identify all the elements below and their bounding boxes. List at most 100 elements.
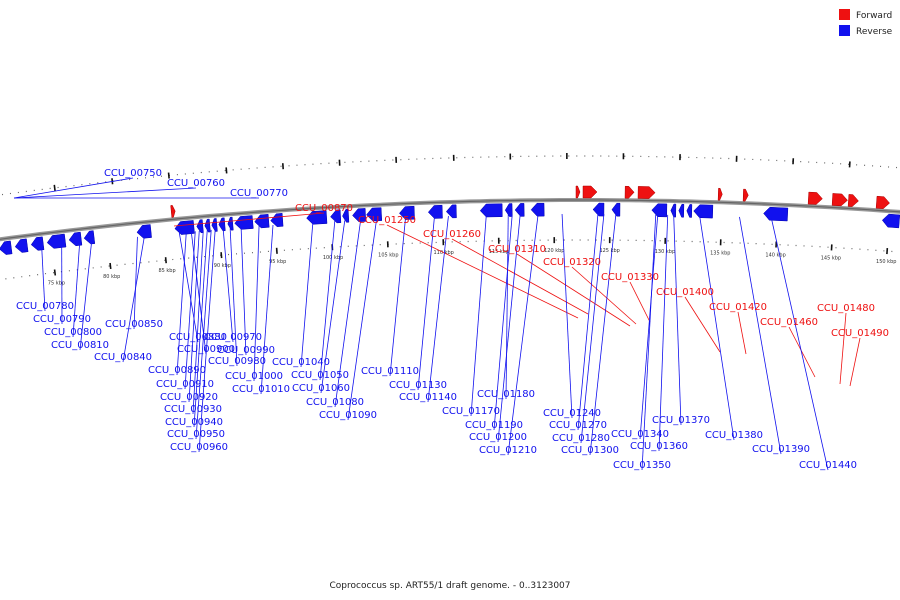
gene-label[interactable]: CCU_01490: [831, 328, 889, 339]
reverse-gene-arrow[interactable]: [881, 213, 900, 229]
gene-label[interactable]: CCU_00890: [148, 365, 206, 376]
forward-gene-arrow[interactable]: [624, 185, 635, 199]
gene-label[interactable]: CCU_01110: [361, 366, 419, 377]
reverse-gene-arrow[interactable]: [763, 206, 789, 222]
gene-label[interactable]: CCU_00850: [105, 319, 163, 330]
gene-label[interactable]: CCU_01250: [358, 215, 416, 226]
reverse-gene-arrow[interactable]: [30, 236, 45, 251]
gene-label[interactable]: CCU_01090: [319, 410, 377, 421]
reverse-gene-arrow[interactable]: [68, 231, 83, 247]
reverse-gene-arrow[interactable]: [46, 233, 67, 249]
gene-label[interactable]: CCU_01420: [709, 302, 767, 313]
forward-gene-arrow[interactable]: [742, 188, 749, 202]
gene-label[interactable]: CCU_00940: [165, 417, 223, 428]
gene-label[interactable]: CCU_00990: [217, 345, 275, 356]
forward-gene-arrow[interactable]: [875, 195, 890, 209]
reverse-gene-arrow[interactable]: [270, 213, 284, 227]
reverse-gene-arrow[interactable]: [678, 203, 685, 218]
gene-label[interactable]: CCU_00770: [230, 188, 288, 199]
forward-gene-arrow[interactable]: [637, 186, 656, 199]
reverse-gene-arrow[interactable]: [211, 218, 218, 232]
gene-label[interactable]: CCU_01400: [656, 287, 714, 298]
gene-label[interactable]: CCU_01360: [630, 441, 688, 452]
forward-gene-arrow[interactable]: [582, 185, 598, 199]
reverse-gene-arrow[interactable]: [445, 204, 457, 219]
forward-gene-arrow[interactable]: [831, 193, 848, 207]
reverse-gene-arrow[interactable]: [366, 207, 383, 222]
reverse-gene-arrow[interactable]: [530, 202, 545, 217]
gene-label[interactable]: CCU_00900: [177, 344, 235, 355]
forward-gene-arrow[interactable]: [807, 191, 823, 205]
gene-label[interactable]: CCU_01180: [477, 389, 535, 400]
gene-label[interactable]: CCU_00840: [94, 352, 152, 363]
gene-label[interactable]: CCU_01340: [611, 429, 669, 440]
gene-label[interactable]: CCU_00960: [170, 442, 228, 453]
gene-label[interactable]: CCU_00800: [44, 327, 102, 338]
gene-label[interactable]: CCU_00980: [208, 356, 266, 367]
gene-label[interactable]: CCU_00870: [295, 203, 353, 214]
gene-label[interactable]: CCU_00750: [104, 168, 162, 179]
gene-label[interactable]: CCU_01330: [601, 272, 659, 283]
gene-label[interactable]: CCU_01040: [272, 357, 330, 368]
reverse-gene-arrow[interactable]: [504, 203, 513, 217]
reverse-gene-arrow[interactable]: [83, 230, 96, 245]
gene-label[interactable]: CCU_01050: [291, 370, 349, 381]
gene-label[interactable]: CCU_00780: [16, 301, 74, 312]
gene-label[interactable]: CCU_01310: [488, 244, 546, 255]
gene-label[interactable]: CCU_01140: [399, 392, 457, 403]
gene-label[interactable]: CCU_01320: [543, 257, 601, 268]
reverse-gene-arrow[interactable]: [693, 204, 714, 219]
gene-label[interactable]: CCU_01240: [543, 408, 601, 419]
gene-label[interactable]: CCU_01460: [760, 317, 818, 328]
reverse-gene-arrow[interactable]: [686, 204, 693, 218]
gene-label[interactable]: CCU_00810: [51, 340, 109, 351]
gene-label[interactable]: CCU_01350: [613, 460, 671, 471]
reverse-gene-arrow[interactable]: [514, 203, 525, 217]
gene-label[interactable]: CCU_01390: [752, 444, 810, 455]
reverse-gene-arrow[interactable]: [227, 216, 234, 231]
reverse-gene-arrow[interactable]: [234, 215, 254, 230]
forward-gene-arrow[interactable]: [717, 187, 723, 201]
gene-label[interactable]: CCU_01440: [799, 460, 857, 471]
reverse-gene-arrow[interactable]: [399, 205, 415, 220]
gene-label[interactable]: CCU_01370: [652, 415, 710, 426]
reverse-gene-arrow[interactable]: [196, 219, 204, 234]
reverse-gene-arrow[interactable]: [342, 209, 350, 223]
reverse-gene-arrow[interactable]: [136, 224, 152, 239]
gene-label[interactable]: CCU_01010: [232, 384, 290, 395]
gene-label[interactable]: CCU_00950: [167, 429, 225, 440]
reverse-gene-arrow[interactable]: [651, 203, 668, 218]
gene-label[interactable]: CCU_01190: [465, 420, 523, 431]
gene-label[interactable]: CCU_01130: [389, 380, 447, 391]
gene-label[interactable]: CCU_01260: [423, 229, 481, 240]
forward-gene-arrow[interactable]: [575, 185, 581, 199]
gene-label[interactable]: CCU_01170: [442, 406, 500, 417]
reverse-gene-arrow[interactable]: [352, 208, 367, 222]
gene-label[interactable]: CCU_01200: [469, 432, 527, 443]
gene-label[interactable]: CCU_01060: [292, 383, 350, 394]
gene-label[interactable]: CCU_00790: [33, 314, 91, 325]
reverse-gene-arrow[interactable]: [330, 209, 342, 224]
forward-gene-arrow[interactable]: [170, 205, 176, 218]
reverse-gene-arrow[interactable]: [254, 214, 270, 229]
reverse-gene-arrow[interactable]: [14, 238, 29, 253]
reverse-gene-arrow[interactable]: [0, 240, 13, 255]
reverse-gene-arrow[interactable]: [670, 203, 677, 218]
gene-label[interactable]: CCU_01210: [479, 445, 537, 456]
gene-label[interactable]: CCU_01080: [306, 397, 364, 408]
reverse-gene-arrow[interactable]: [427, 204, 443, 219]
gene-label[interactable]: CCU_01000: [225, 371, 283, 382]
gene-label[interactable]: CCU_01270: [549, 420, 607, 431]
reverse-gene-arrow[interactable]: [479, 203, 503, 218]
gene-label[interactable]: CCU_00880: [169, 332, 227, 343]
reverse-gene-arrow[interactable]: [204, 218, 211, 233]
gene-label[interactable]: CCU_01300: [561, 445, 619, 456]
gene-label[interactable]: CCU_00930: [164, 404, 222, 415]
gene-label[interactable]: CCU_00910: [156, 379, 214, 390]
reverse-gene-arrow[interactable]: [592, 202, 605, 217]
gene-label[interactable]: CCU_01380: [705, 430, 763, 441]
gene-label[interactable]: CCU_00920: [160, 392, 218, 403]
gene-label[interactable]: CCU_01480: [817, 303, 875, 314]
reverse-gene-arrow[interactable]: [174, 220, 195, 235]
reverse-gene-arrow[interactable]: [218, 217, 226, 232]
